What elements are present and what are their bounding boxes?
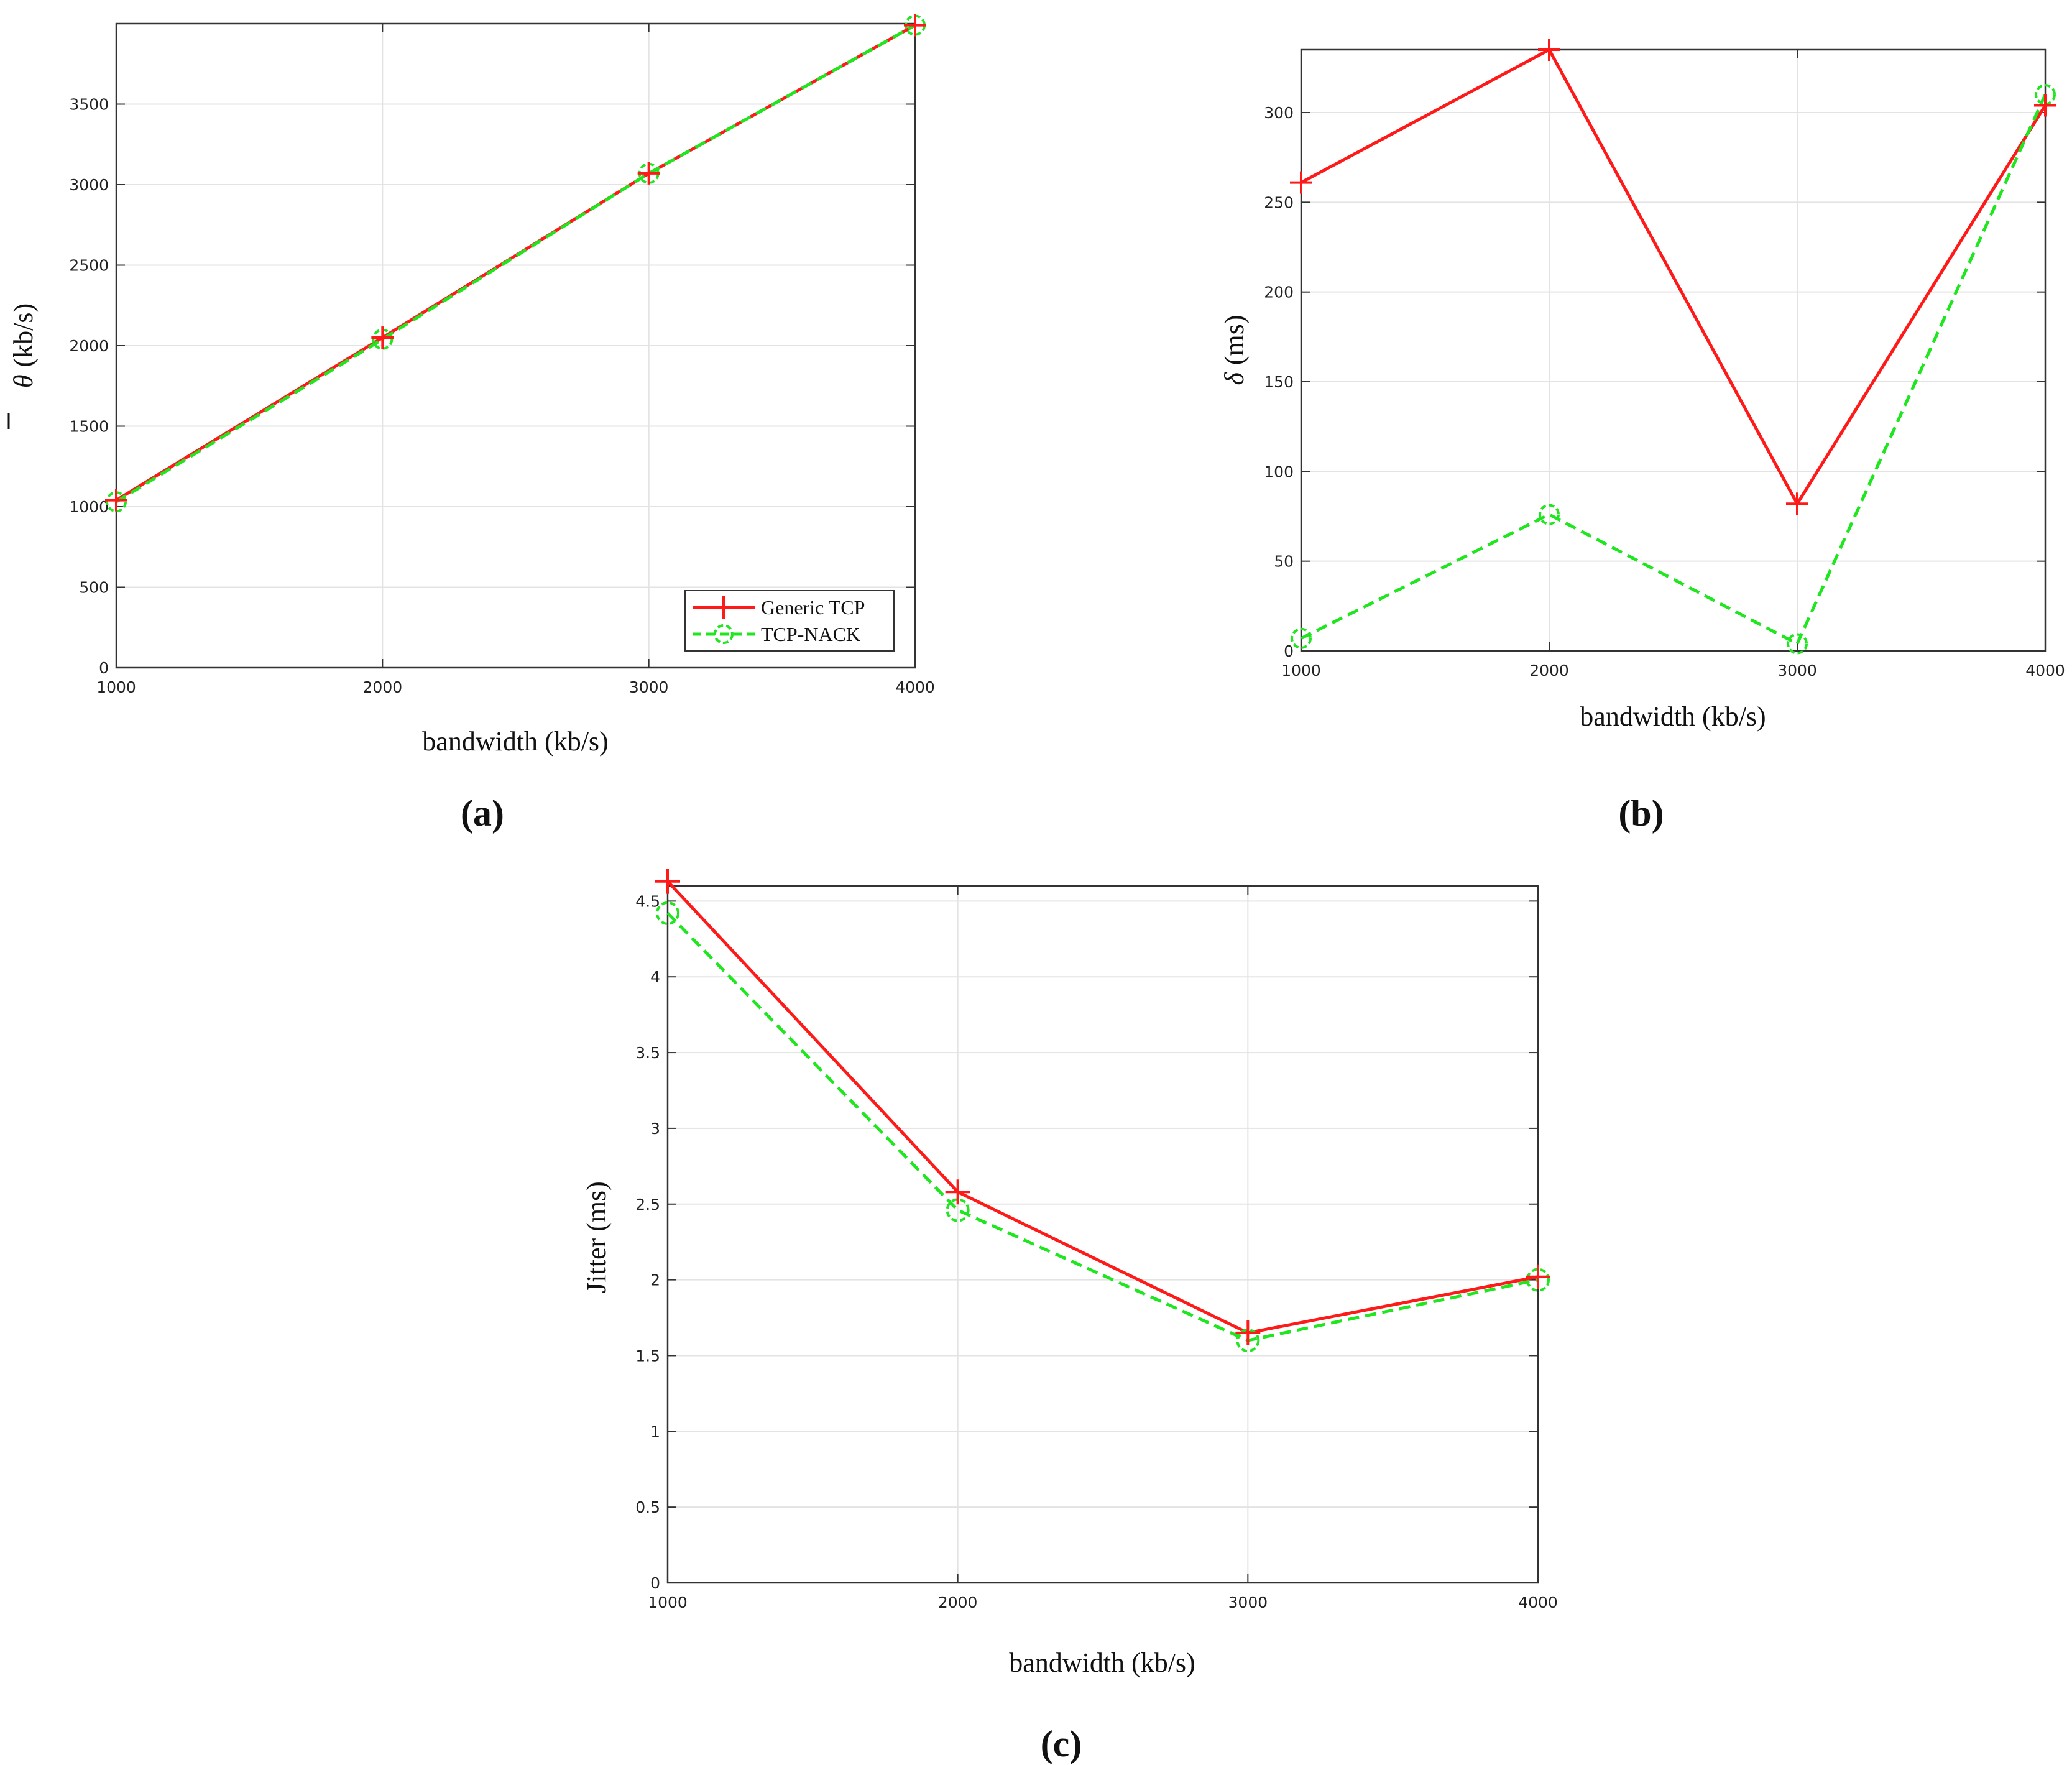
x-axis-label-a: bandwidth (kb/s) [422,726,608,757]
y-tick-label: 150 [1264,373,1294,391]
series-line-tcp-nack [666,912,1539,1342]
y-tick-label: 3000 [69,176,109,194]
grid-b [1301,50,2045,651]
series-line-generic-tcp [666,880,1539,1335]
data-point-tcp-nack [1526,1268,1550,1292]
x-tick-label: 4000 [1518,1593,1558,1611]
series-line-tcp-nack [1300,94,2047,645]
x-tick-label: 3000 [1777,661,1817,680]
data-point-generic-tcp [371,326,394,349]
chart-panel-a: 1000 2000 3000 4000 0 500 1000 1500 2000 2500 3000… [7,14,935,834]
series-line-generic-tcp [1300,48,2047,505]
y-tick-label: 0.5 [635,1498,660,1516]
x-tick-label: 1000 [96,678,136,696]
data-point-generic-tcp [1786,492,1808,515]
data-point-tcp-nack [1236,1329,1260,1353]
grid-c [668,886,1538,1583]
data-point-generic-tcp [904,14,926,37]
data-point-tcp-nack [656,901,679,925]
panel-label-a: (a) [461,793,504,834]
y-tick-label: 100 [1264,463,1294,481]
y-tick-label: 2 [650,1271,660,1289]
y-tick-label: 2.5 [635,1196,660,1214]
chart-panel-c: 1000 2000 3000 4000 0 0.5 1 1.5 2 2.5 3 3.5 4 4.5 ban… [581,869,1558,1764]
y-tick-label: 1.5 [635,1347,660,1365]
data-point-generic-tcp [655,869,680,894]
legend-label-generic-tcp: Generic TCP [761,596,865,619]
y-axis-label-a: θ (kb/s) [8,303,39,388]
y-tick-label: 300 [1264,104,1294,122]
y-tick-label: 3.5 [635,1044,660,1062]
legend-marker-tcp-nack [714,624,734,644]
data-point-tcp-nack [2035,84,2056,106]
panel-label-c: (c) [1041,1723,1082,1764]
panel-label-b: (b) [1618,793,1664,834]
y-tick-label: 4 [650,968,660,986]
y-tick-label: 2500 [69,257,109,275]
data-point-generic-tcp [945,1179,970,1205]
y-tick-label: 250 [1264,193,1294,211]
legend: Generic TCP TCP-NACK [684,590,895,652]
grid-a [116,24,915,668]
x-tick-label: 4000 [2025,661,2065,680]
data-point-generic-tcp [2034,94,2056,117]
x-axis-label-b: bandwidth (kb/s) [1580,701,1766,732]
y-tick-label: 2000 [69,337,109,355]
y-tick-label: 4.5 [635,892,660,910]
plot-area-c [666,885,1539,1584]
series-b [1290,39,2056,655]
y-tick-label: 50 [1274,553,1294,571]
data-point-generic-tcp [105,489,127,512]
legend-label-tcp-nack: TCP-NACK [761,623,860,645]
x-tick-label: 3000 [629,678,669,696]
y-tick-label: 3 [650,1120,660,1138]
plot-area-b [1300,48,2047,652]
x-tick-label: 1000 [648,1593,688,1611]
series-a [105,14,926,513]
data-point-tcp-nack [946,1198,970,1222]
data-point-tcp-nack [1291,627,1312,649]
x-tick-label: 3000 [1228,1593,1268,1611]
data-point-generic-tcp [1526,1264,1550,1289]
y-tick-label: 0 [99,659,109,677]
y-axis-symbol-b: δ [1219,372,1250,385]
series-line-tcp-nack [115,24,916,504]
y-axis-label-b: δ (ms) [1219,315,1250,385]
legend-marker-generic-tcp [712,596,735,619]
y-tick-label: 1 [650,1422,660,1440]
y-axis-unit-b: (ms) [1219,315,1250,365]
y-tick-label: 1500 [69,418,109,436]
chart-panel-b: 1000 2000 3000 4000 0 50 100 150 200 250 300 bandw… [1219,39,2065,834]
data-point-tcp-nack [1787,633,1808,655]
y-tick-label: 1000 [69,498,109,516]
x-tick-label: 1000 [1281,661,1321,680]
x-tick-label: 2000 [1529,661,1569,680]
y-axis-symbol-a: θ [8,375,39,389]
series-c [655,869,1550,1353]
data-point-tcp-nack [1539,504,1560,525]
data-point-generic-tcp [1538,39,1560,61]
ticks-a: 1000 2000 3000 4000 0 500 1000 1500 2000 2500 3000… [69,24,935,696]
y-axis-unit-a: (kb/s) [8,303,39,367]
y-tick-label: 0 [650,1574,660,1592]
x-tick-label: 2000 [363,678,403,696]
data-point-generic-tcp [1235,1320,1261,1345]
data-point-generic-tcp [1290,171,1312,194]
y-axis-label-c: Jitter (ms) [581,1181,612,1293]
x-axis-label-c: bandwidth (kb/s) [1009,1647,1195,1678]
x-tick-label: 2000 [938,1593,978,1611]
data-point-generic-tcp [637,162,660,185]
ticks-b: 1000 2000 3000 4000 0 50 100 150 200 250 300 [1264,50,2065,680]
x-tick-label: 4000 [895,678,935,696]
y-tick-label: 200 [1264,283,1294,302]
y-tick-label: 500 [79,579,109,597]
y-tick-label: 0 [1284,642,1294,660]
y-tick-label: 3500 [69,96,109,114]
